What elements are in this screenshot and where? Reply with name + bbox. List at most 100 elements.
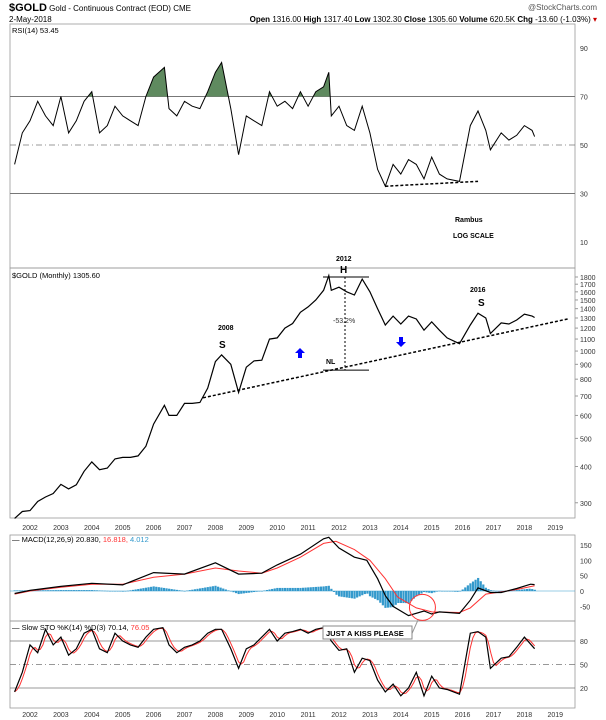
open-label: Open xyxy=(249,15,271,24)
macd-histogram-bar xyxy=(178,590,181,591)
macd-histogram-bar xyxy=(291,587,294,591)
macd-histogram-bar xyxy=(13,590,16,591)
author-annotation: Rambus xyxy=(455,217,483,224)
macd-histogram-bar xyxy=(435,591,439,592)
macd-histogram-bar xyxy=(332,591,336,592)
macd-tick-label: 50 xyxy=(580,574,588,581)
macd-histogram-bar xyxy=(317,586,320,591)
macd-histogram-bar xyxy=(93,590,96,591)
macd-histogram-bar xyxy=(513,590,516,591)
price-xtick-label: 2018 xyxy=(517,525,533,532)
price-xtick-label: 2008 xyxy=(208,525,224,532)
macd-histogram-bar xyxy=(232,591,235,593)
exchange: CME xyxy=(173,4,191,13)
sto-legend: — Slow STO %K(14) %D(3) 70.14, 76.05 xyxy=(12,623,149,632)
macd-histogram-bar xyxy=(134,589,137,591)
macd-histogram-bar xyxy=(57,590,60,591)
sto-tick-label: 80 xyxy=(580,639,588,646)
macd-histogram-bar xyxy=(471,581,475,591)
macd-histogram-bar xyxy=(525,588,529,591)
macd-histogram-bar xyxy=(191,589,194,591)
macd-histogram-bar xyxy=(39,590,42,591)
panel-frame-1 xyxy=(9,267,576,519)
panel-frame-2 xyxy=(9,534,576,622)
price-tick-label: 800 xyxy=(580,377,592,384)
macd-histogram-bar xyxy=(175,589,178,591)
sto-xtick-label: 2018 xyxy=(517,712,533,719)
price-tick-label: 1700 xyxy=(580,282,596,289)
macd-histogram-bar xyxy=(358,591,361,597)
macd-histogram-bar xyxy=(271,588,274,591)
macd-histogram-bar xyxy=(41,590,45,591)
neckline-label: NL xyxy=(326,359,336,366)
macd-histogram-bar xyxy=(294,587,297,591)
sto-xtick-label: 2019 xyxy=(548,712,564,719)
price-tick-label: 300 xyxy=(580,501,592,508)
macd-histogram-bar xyxy=(368,591,372,597)
macd-histogram-bar xyxy=(335,591,338,595)
macd-histogram-bar xyxy=(487,589,490,591)
high-value: 1317.40 xyxy=(323,15,353,24)
macd-histogram-bar xyxy=(461,589,464,591)
macd-histogram-bar xyxy=(88,590,91,591)
sto-xtick-label: 2014 xyxy=(393,712,409,719)
macd-histogram-bar xyxy=(168,588,171,591)
macd-histogram-bar xyxy=(361,591,364,596)
sto-xtick-label: 2003 xyxy=(53,712,69,719)
macd-legend: — MACD(12,26,9) 20.830, 16.818, 4.012 xyxy=(12,535,149,544)
macd-histogram-bar xyxy=(77,590,81,591)
sto-xtick-label: 2011 xyxy=(301,712,316,719)
macd-histogram-bar xyxy=(273,588,276,591)
macd-histogram-bar xyxy=(464,587,467,591)
macd-histogram-bar xyxy=(477,577,480,591)
right-shoulder-label: S xyxy=(478,298,485,309)
macd-histogram-bar xyxy=(198,588,202,591)
price-xtick-label: 2009 xyxy=(239,525,255,532)
macd-histogram-bar xyxy=(304,587,307,591)
macd-histogram-bar xyxy=(242,591,245,594)
macd-histogram-bar xyxy=(366,591,369,594)
price-tick-label: 600 xyxy=(580,413,592,420)
macd-histogram-bar xyxy=(240,591,243,594)
macd-histogram-bar xyxy=(59,590,63,591)
price-xtick-label: 2004 xyxy=(84,525,100,532)
macd-histogram-bar xyxy=(343,591,346,598)
macd-histogram-bar xyxy=(209,586,212,591)
macd-histogram-bar xyxy=(392,591,395,608)
macd-histogram-bar xyxy=(319,586,323,591)
macd-histogram-bar xyxy=(224,589,227,591)
macd-histogram-bar xyxy=(474,579,477,591)
macd-histogram-bar xyxy=(222,588,225,591)
macd-histogram-bar xyxy=(384,591,387,608)
macd-histogram-bar xyxy=(531,589,534,591)
macd-histogram-bar xyxy=(417,591,421,595)
macd-histogram-bar xyxy=(338,591,341,597)
macd-histogram-bar xyxy=(330,588,333,591)
macd-histogram-bar xyxy=(137,589,140,591)
macd-histogram-bar xyxy=(165,588,168,591)
callout-box xyxy=(322,625,413,640)
macd-histogram-bar xyxy=(52,590,55,591)
down-triangle-icon: ▾ xyxy=(592,15,597,24)
price-tick-label: 400 xyxy=(580,465,592,472)
macd-histogram-bar xyxy=(312,587,315,591)
macd-histogram-bar xyxy=(65,590,68,591)
macd-histogram-bar xyxy=(201,587,204,591)
macd-histogram-bar xyxy=(489,590,493,591)
macd-histogram-bar xyxy=(466,585,469,591)
macd-histogram-bar xyxy=(21,590,24,591)
rsi-tick-label: 90 xyxy=(580,46,588,53)
macd-histogram-bar xyxy=(371,591,374,598)
macd-histogram-bar xyxy=(286,587,289,591)
macd-histogram-bar xyxy=(350,591,354,599)
macd-histogram-bar xyxy=(85,590,88,591)
sto-xtick-label: 2017 xyxy=(486,712,502,719)
price-tick-label: 1200 xyxy=(580,326,596,333)
high-label: High xyxy=(303,15,322,24)
macd-histogram-bar xyxy=(299,587,302,591)
macd-histogram-bar xyxy=(219,587,222,591)
sto-xtick-label: 2013 xyxy=(362,712,378,719)
sto-xtick-label: 2009 xyxy=(239,712,255,719)
quote-bar: Open 1316.00 High 1317.40 Low 1302.30 Cl… xyxy=(250,15,597,24)
rsi-line xyxy=(14,61,536,188)
